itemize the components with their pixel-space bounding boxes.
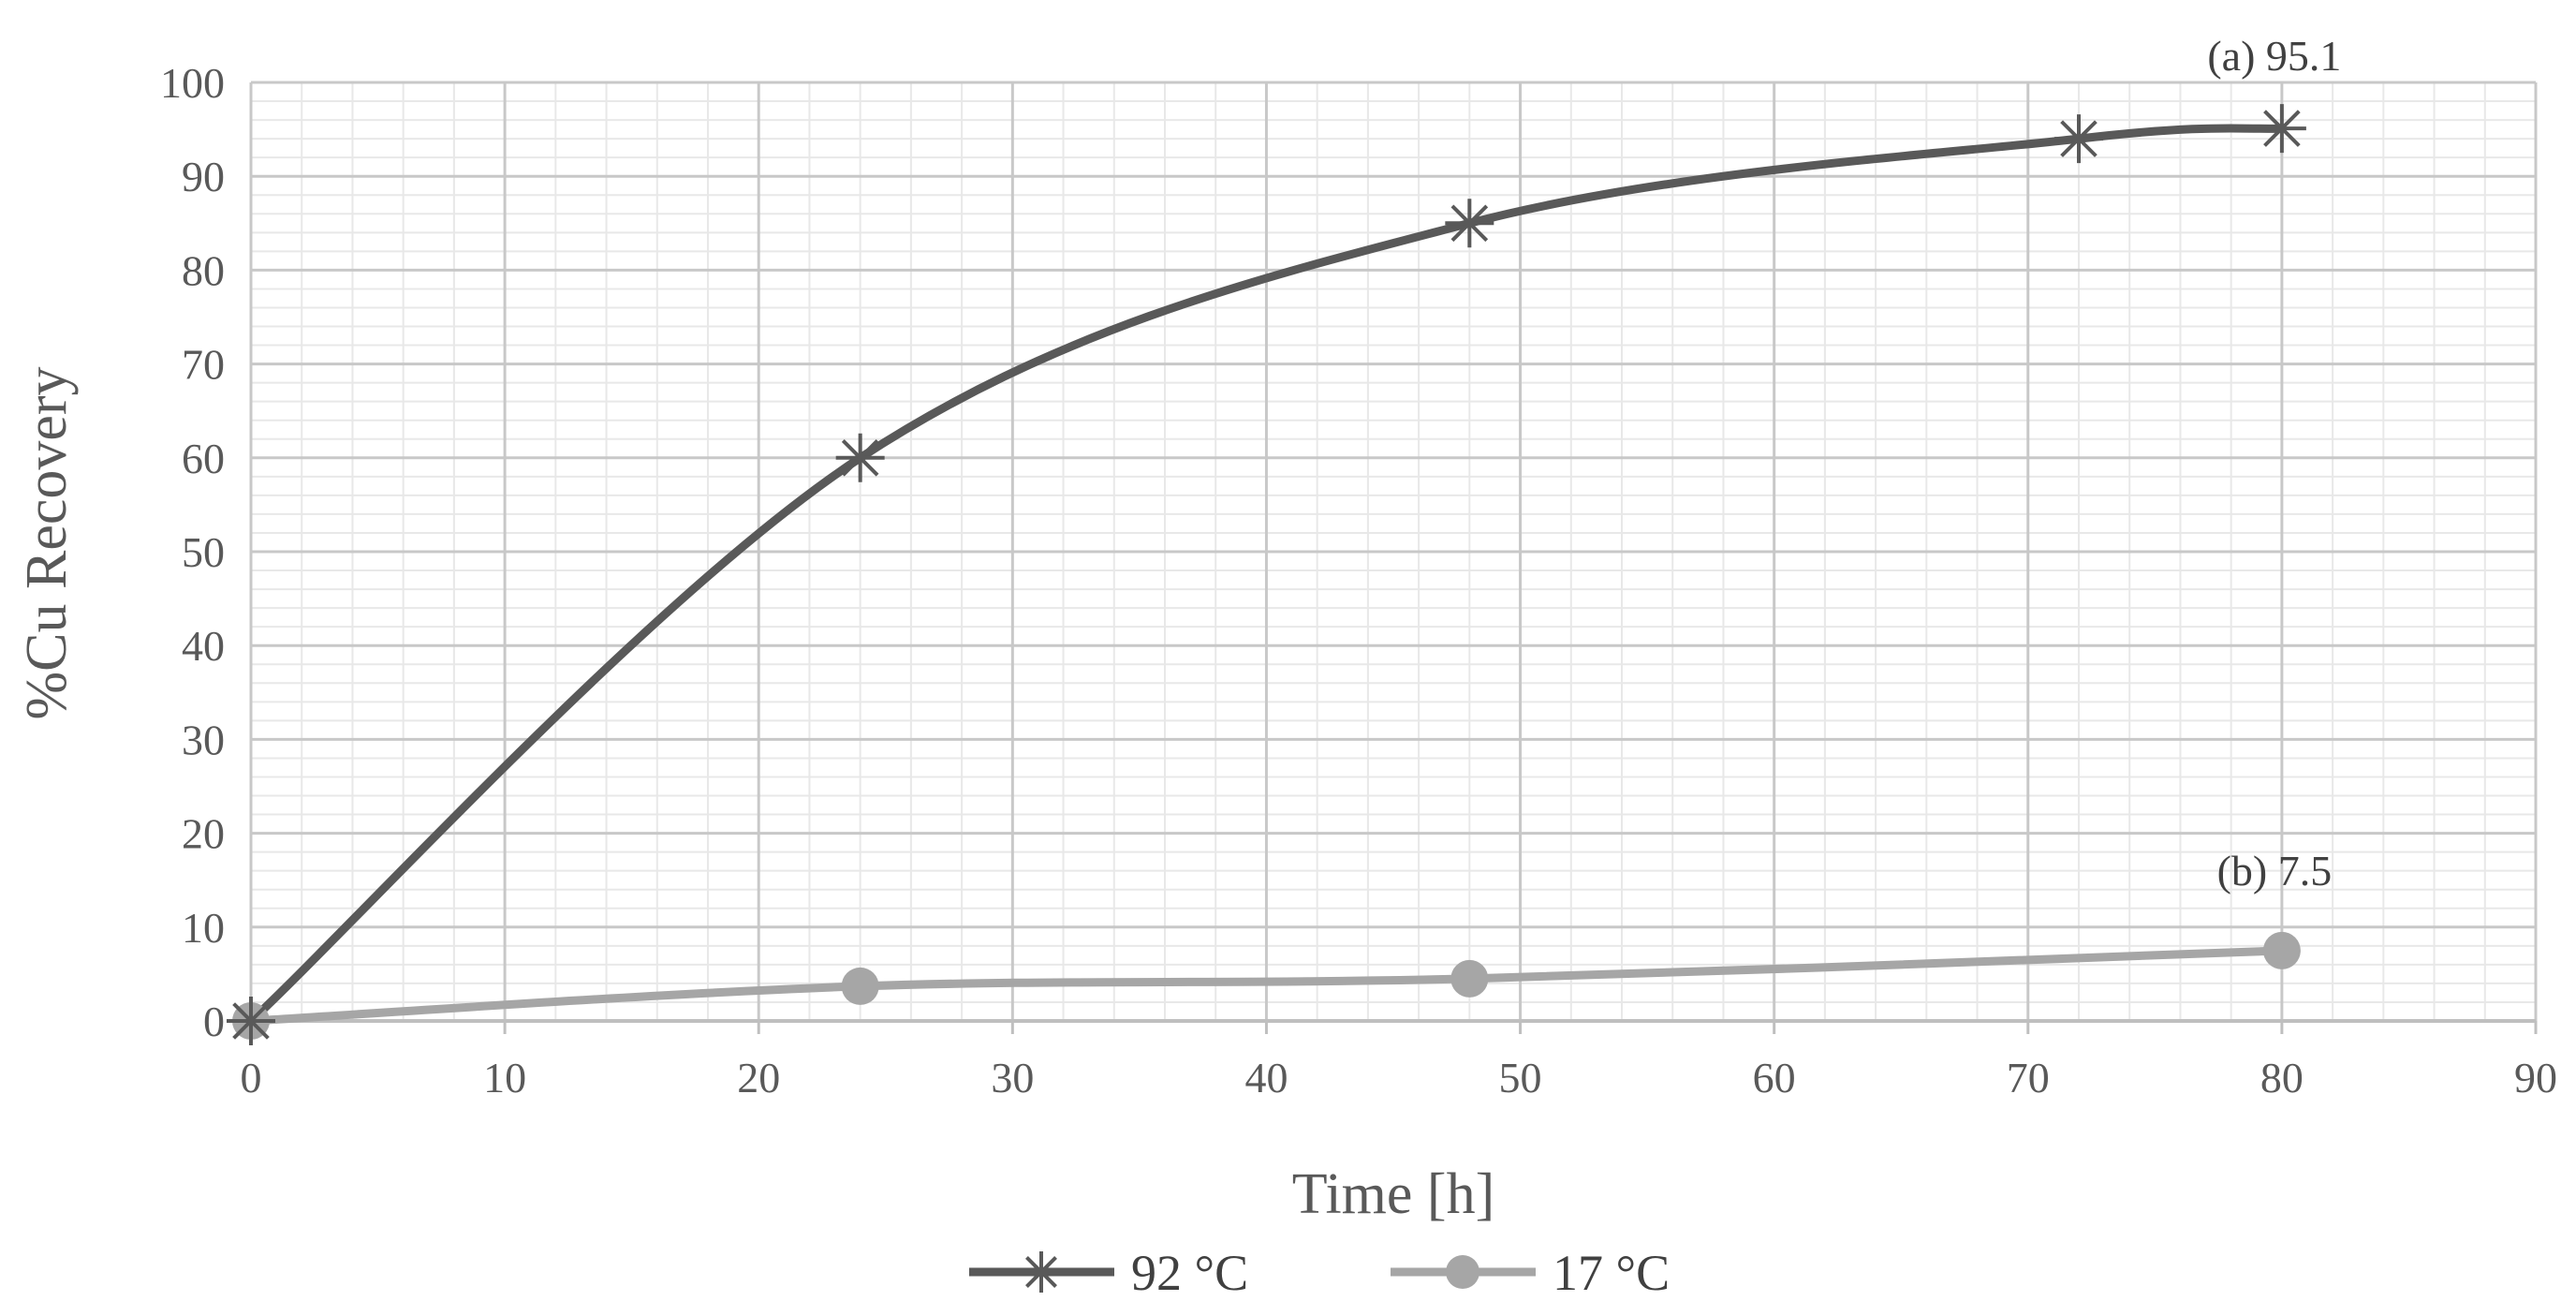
y-tick-label: 80 <box>182 246 225 294</box>
y-tick-label: 60 <box>182 435 225 482</box>
legend-circle-marker <box>1446 1255 1479 1289</box>
star-marker-stroke <box>2263 110 2301 147</box>
x-tick-label: 40 <box>1244 1054 1288 1102</box>
x-tick-label: 60 <box>1753 1054 1796 1102</box>
data-point-92c <box>2257 104 2306 154</box>
x-tick-label: 0 <box>241 1054 262 1102</box>
star-marker-stroke <box>1450 204 1489 243</box>
tick-labels: 0 10 20 30 40 50 60 70 80 90 0 10 20 30 40 50 60 70 80 90 10… <box>160 59 2557 1102</box>
y-tick-label: 30 <box>182 716 225 763</box>
y-tick-label: 40 <box>182 622 225 670</box>
x-tick-label: 10 <box>483 1054 526 1102</box>
series-markers <box>227 104 2306 1045</box>
x-axis-title: Time [h] <box>1292 1162 1494 1226</box>
data-point-92c <box>1445 199 1494 248</box>
x-tick-label: 20 <box>737 1054 780 1102</box>
axes <box>249 1019 2538 1034</box>
legend-label-92c: 92 °C <box>1131 1245 1248 1301</box>
x-tick-label: 50 <box>1499 1054 1542 1102</box>
legend-item-17c: 17 °C <box>1391 1245 1670 1301</box>
data-point-17c <box>1450 959 1489 998</box>
star-marker-stroke <box>232 1002 270 1040</box>
y-axis-title: %Cu Recovery <box>15 366 79 719</box>
y-tick-label: 70 <box>182 341 225 389</box>
x-tick-label: 90 <box>2514 1054 2557 1102</box>
y-tick-label: 10 <box>182 904 225 952</box>
y-tick-label: 20 <box>182 810 225 858</box>
legend-item-92c: 92 °C <box>969 1245 1248 1301</box>
data-point-92c <box>227 997 275 1045</box>
star-marker-stroke <box>1025 1256 1057 1288</box>
data-label-annotation: (a) 95.1 <box>2207 32 2341 80</box>
x-tick-label: 80 <box>2260 1054 2304 1102</box>
grid <box>249 81 2538 1023</box>
data-point-17c <box>2262 931 2301 969</box>
x-tick-label: 70 <box>2007 1054 2050 1102</box>
y-tick-label: 0 <box>203 998 225 1045</box>
legend: 92 °C 17 °C <box>969 1245 1670 1301</box>
x-tick-label: 30 <box>991 1054 1034 1102</box>
legend-star-shape <box>1021 1251 1062 1293</box>
y-tick-label: 90 <box>182 153 225 200</box>
data-point-92c <box>2054 114 2103 164</box>
legend-star-marker <box>1021 1251 1062 1293</box>
data-label-annotation: (b) 7.5 <box>2217 847 2333 895</box>
annotations: (a) 95.1 (b) 7.5 <box>2207 32 2341 895</box>
data-point-17c <box>841 967 879 1005</box>
series-line-17c <box>246 946 2287 1026</box>
y-tick-label: 50 <box>182 528 225 576</box>
star-marker-stroke <box>841 439 879 477</box>
y-tick-label: 100 <box>160 59 225 107</box>
star-marker-stroke <box>2060 120 2098 157</box>
legend-label-17c: 17 °C <box>1553 1245 1670 1301</box>
data-point-92c <box>835 433 885 482</box>
